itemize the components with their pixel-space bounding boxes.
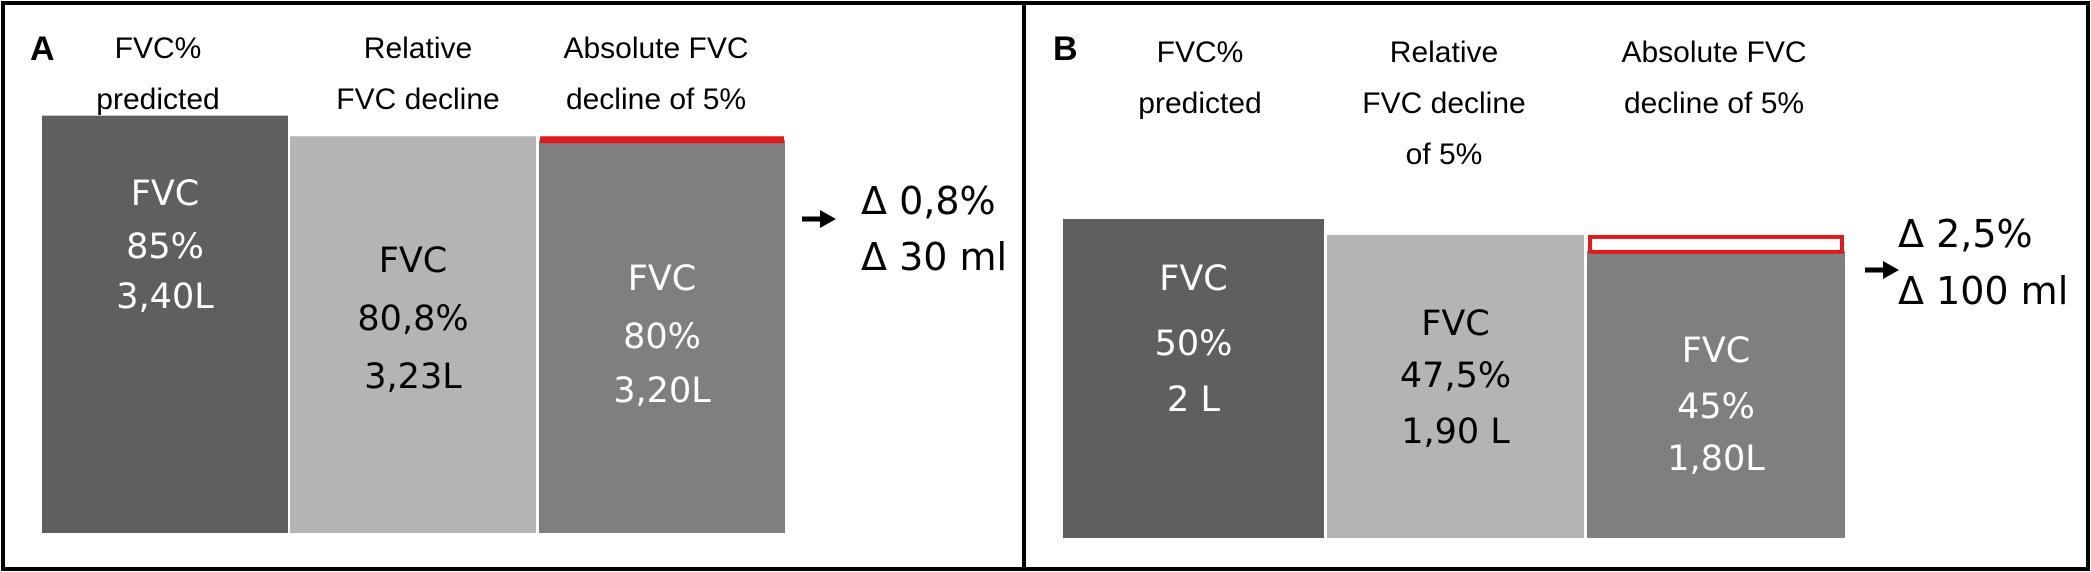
bar-label: FVC <box>1421 304 1490 344</box>
bar-volume-label: 3,40L <box>116 277 214 317</box>
delta-volume-annotation: Δ 100 ml <box>1898 269 2068 313</box>
category-header-3: decline of 5% <box>566 83 746 116</box>
bar-label: FVC <box>628 259 697 299</box>
bar-1 <box>1063 219 1324 538</box>
bar-percent-label: 80% <box>623 317 701 357</box>
panel-label: B <box>1053 30 1078 68</box>
delta-volume-annotation: Δ 30 ml <box>861 235 1007 279</box>
category-header-1: predicted <box>96 83 219 116</box>
bar-percent-label: 45% <box>1677 387 1755 427</box>
category-header-1: FVC% <box>1157 36 1244 69</box>
bar-2 <box>290 136 536 533</box>
bar-label: FVC <box>1682 331 1751 371</box>
delta-percent-annotation: Δ 0,8% <box>861 179 996 223</box>
bar-1 <box>42 115 288 534</box>
panel-b: B FVC% predicted Relative FVC decline of 5% Ab… <box>1053 30 2068 538</box>
bar-3 <box>539 140 785 533</box>
category-header-2: of 5% <box>1406 138 1483 171</box>
bar-percent-label: 80,8% <box>357 299 468 339</box>
bar-label: FVC <box>379 241 448 281</box>
difference-highlight-box <box>1588 234 1844 254</box>
difference-highlight-box <box>540 136 784 144</box>
category-header-1: FVC% <box>115 32 202 65</box>
bar-2 <box>1327 234 1584 538</box>
arrow-right-icon <box>820 210 836 228</box>
bar-percent-label: 85% <box>126 227 204 267</box>
category-header-3: Absolute FVC <box>1621 36 1806 69</box>
category-header-1: predicted <box>1138 87 1261 120</box>
category-header-3: decline of 5% <box>1624 87 1804 120</box>
category-header-2: FVC decline <box>1362 87 1525 120</box>
bar-percent-label: 50% <box>1155 324 1233 364</box>
panel-label: A <box>30 30 55 68</box>
bar-label: FVC <box>1159 259 1228 299</box>
category-header-2: Relative <box>1390 36 1498 69</box>
category-header-3: Absolute FVC <box>563 32 748 65</box>
bar-volume-label: 1,80L <box>1667 439 1765 479</box>
bar-volume-label: 1,90 L <box>1401 412 1510 452</box>
arrow-right-icon <box>1883 261 1899 279</box>
bar-volume-label: 3,20L <box>613 371 711 411</box>
bar-volume-label: 3,23L <box>364 357 462 397</box>
bar-label: FVC <box>131 174 200 214</box>
bar-percent-label: 47,5% <box>1400 356 1511 396</box>
category-header-2: Relative <box>364 32 472 65</box>
delta-percent-annotation: Δ 2,5% <box>1898 212 2033 256</box>
category-header-2: FVC decline <box>336 83 499 116</box>
bar-3 <box>1587 250 1845 538</box>
bar-volume-label: 2 L <box>1167 380 1220 420</box>
